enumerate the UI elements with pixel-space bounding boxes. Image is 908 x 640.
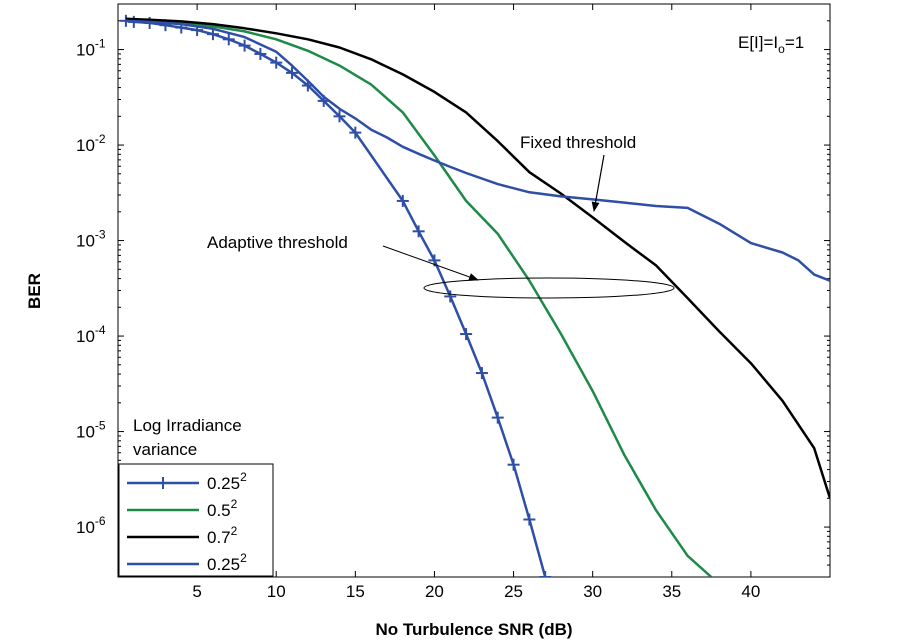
legend-label: 0.252 (207, 470, 247, 493)
series-1-point (412, 225, 425, 238)
legend-title-line-2: variance (133, 440, 197, 459)
y-tick-label: 10-6 (76, 514, 106, 537)
y-tick-label: 10-2 (76, 132, 106, 155)
series-1-point (475, 367, 488, 380)
series-1-point (333, 110, 346, 123)
intensity-annotation-sub: o (778, 42, 785, 56)
series-1-point (222, 33, 235, 46)
adaptive-arrow (382, 245, 479, 281)
series-1-point (238, 39, 251, 52)
x-tick-label: 20 (425, 582, 444, 601)
legend-entries: 0.252 0.52 0.72 0.252 (127, 470, 247, 574)
series-1-point (396, 194, 409, 207)
intensity-annotation: E[I]=Io=1 (738, 33, 804, 56)
series-layer (119, 14, 830, 577)
fixed-arrow (591, 154, 605, 212)
fixed-threshold-label: Fixed threshold (520, 133, 636, 152)
series-line-2 (125, 17, 713, 577)
y-tick-label: 10-5 (76, 419, 106, 442)
legend-title-line-1: Log Irradiance (133, 416, 242, 435)
x-tick-label: 5 (192, 582, 201, 601)
adaptive-threshold-label: Adaptive threshold (207, 233, 348, 252)
adaptive-threshold-ellipse (423, 277, 675, 299)
series-1-point (539, 571, 552, 577)
y-tick-label: 10-3 (76, 228, 106, 251)
legend-entry-2: 0.52 (127, 497, 238, 520)
legend-entry-1: 0.252 (127, 470, 247, 493)
intensity-annotation-main: E[I]=I (738, 33, 778, 52)
threshold-ellipse (423, 277, 675, 299)
series-1-point (491, 411, 504, 424)
series-line-4 (125, 19, 830, 282)
series-1-point (444, 290, 457, 303)
annotation-arrows (382, 154, 605, 281)
series-1-point (523, 513, 536, 526)
y-tick-label: 10-4 (76, 323, 106, 346)
legend-entry-3: 0.72 (127, 524, 238, 547)
y-axis-title: BER (25, 273, 44, 309)
legend-label: 0.72 (207, 524, 238, 547)
x-axis-title: No Turbulence SNR (dB) (375, 620, 572, 639)
x-tick-label: 30 (583, 582, 602, 601)
x-tick-label: 35 (662, 582, 681, 601)
intensity-annotation-tail: =1 (785, 33, 804, 52)
x-tick-label: 25 (504, 582, 523, 601)
series-1-point (254, 47, 267, 60)
series-line-3 (125, 17, 830, 499)
x-tick-label: 15 (346, 582, 365, 601)
legend-label: 0.252 (207, 551, 247, 574)
legend: Log Irradiance variance 0.2520.520.720.2… (118, 416, 274, 577)
series-1-point (286, 66, 299, 79)
tick-labels: 5 10 15 20 25 30 35 40 10-6 10-5 10-4 10-3 10-2 10-1 (76, 37, 760, 601)
series-1-point (270, 56, 283, 69)
series-1-point (206, 28, 219, 41)
series-1-point (460, 328, 473, 341)
legend-box (118, 463, 274, 577)
series-1-point (349, 126, 362, 139)
series-1-point (507, 458, 520, 471)
x-tick-label: 10 (267, 582, 286, 601)
legend-label: 0.52 (207, 497, 238, 520)
legend-entry-4: 0.252 (127, 551, 247, 574)
x-tick-label: 40 (741, 582, 760, 601)
y-tick-label: 10-1 (76, 37, 106, 60)
